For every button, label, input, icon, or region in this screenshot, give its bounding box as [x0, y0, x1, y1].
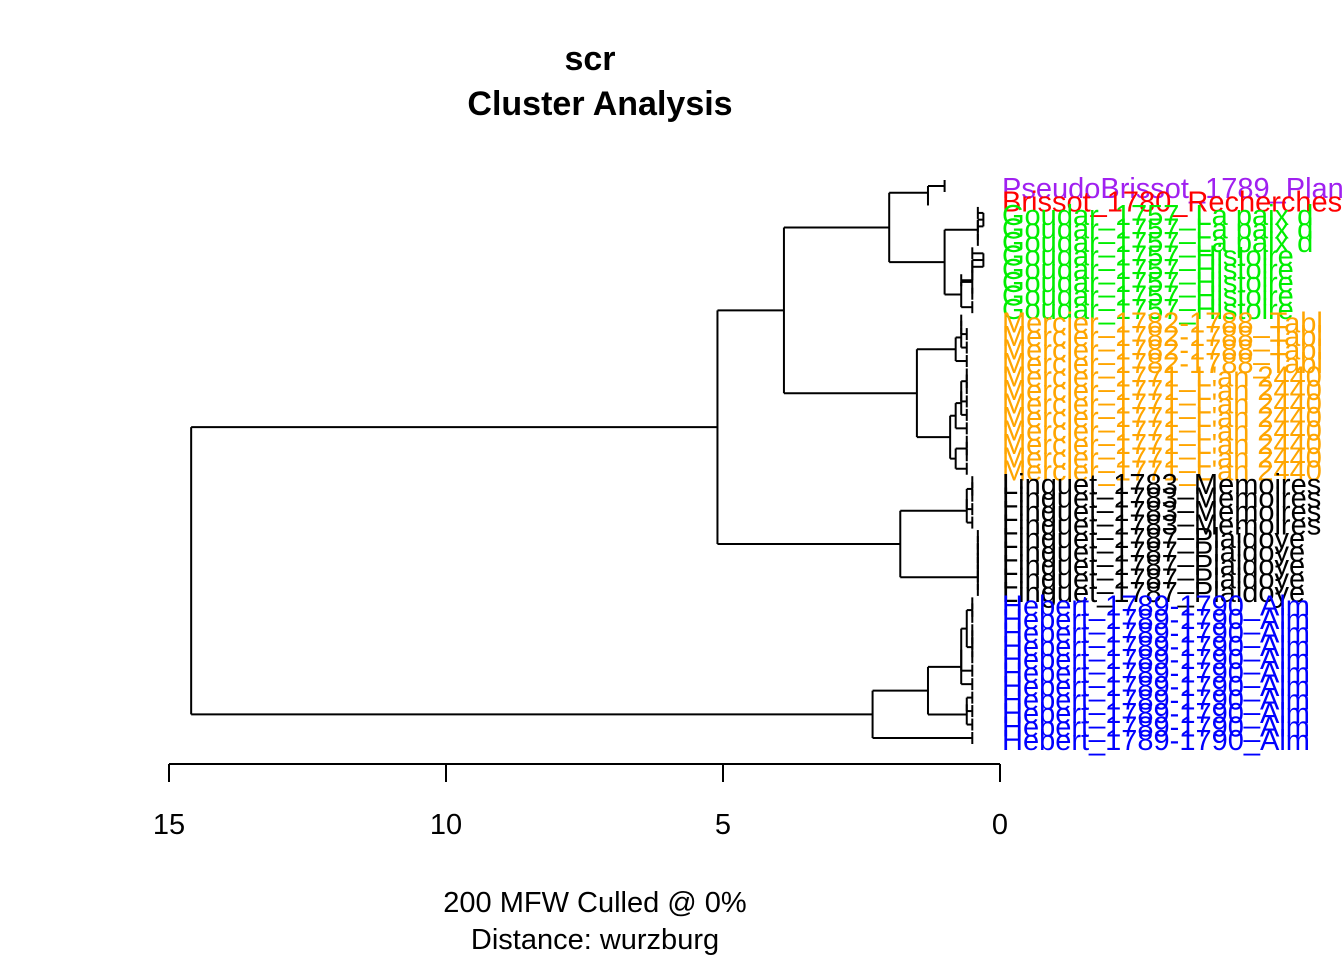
- leaf-label: Hebert_1789-1790_Alm: [1002, 631, 1310, 663]
- leaf-label: Mercier_1771_L'an 2440: [1002, 361, 1322, 393]
- leaf-label: Hebert_1789-1790_Alm: [1002, 644, 1310, 676]
- leaf-label: Goudar_1757_La paix d: [1002, 227, 1313, 259]
- leaf-label: Hebert_1789-1790_Alm: [1002, 698, 1310, 730]
- leaf-label: Hebert_1789-1790_Alm: [1002, 725, 1310, 757]
- leaf-label: Linguet_1783_Memoires: [1002, 483, 1321, 515]
- leaf-label: Hebert_1789-1790_Alm: [1002, 590, 1310, 622]
- leaf-label: Linguet_1787_Plaidoye: [1002, 523, 1305, 555]
- leaf-label: PseudoBrissot_1789_Plan: [1002, 173, 1344, 205]
- leaf-label: Mercier_1771_L'an 2440: [1002, 375, 1322, 407]
- axis-tick-label: 5: [715, 809, 731, 841]
- leaf-label: Mercier_1771_L'an 2440: [1002, 456, 1322, 488]
- leaf-label: Goudar_1757_Histoire: [1002, 281, 1294, 313]
- leaf-label: Goudar_1757_Histoire: [1002, 267, 1294, 299]
- leaf-label: Linguet_1787_Plaidoye: [1002, 577, 1305, 609]
- chart-subtitle: Cluster Analysis: [467, 85, 732, 123]
- leaf-label: Hebert_1789-1790_Alm: [1002, 604, 1310, 636]
- leaf-label: Goudar_1757_Histoire: [1002, 240, 1294, 272]
- leaf-label: Hebert_1789-1790_Alm: [1002, 685, 1310, 717]
- leaf-label: Hebert_1789-1790_Alm: [1002, 658, 1310, 690]
- footer-distance: Distance: wurzburg: [471, 924, 719, 956]
- leaf-label: Mercier_1771_L'an 2440: [1002, 402, 1322, 434]
- axis-tick-label: 10: [430, 809, 462, 841]
- leaf-label: Mercier_1771_L'an 2440: [1002, 442, 1322, 474]
- chart-title: scr: [564, 40, 615, 78]
- leaf-label: Goudar_1757_La paix d: [1002, 213, 1313, 245]
- leaf-label: Linguet_1787_Plaidoye: [1002, 537, 1305, 569]
- leaf-label: Mercier_1771_L'an 2440: [1002, 429, 1322, 461]
- leaf-label: Linguet_1787_Plaidoye: [1002, 563, 1305, 595]
- leaf-label: Linguet_1783_Memoires: [1002, 510, 1321, 542]
- axis-tick-label: 15: [153, 809, 185, 841]
- leaf-label: Mercier_1782-1788_Tabl: [1002, 308, 1323, 340]
- leaf-label: Linguet_1783_Memoires: [1002, 469, 1321, 501]
- leaf-label: Mercier_1771_L'an 2440: [1002, 415, 1322, 447]
- leaf-label: Hebert_1789-1790_Alm: [1002, 617, 1310, 649]
- leaf-label: Linguet_1783_Memoires: [1002, 496, 1321, 528]
- leaf-label: Linguet_1787_Plaidoye: [1002, 550, 1305, 582]
- leaf-label: Goudar_1757_Histoire: [1002, 294, 1294, 326]
- distance-axis: 15 10 5 0: [153, 763, 1008, 841]
- leaf-label: Goudar_1757_Histoire: [1002, 254, 1294, 286]
- footer-mfw: 200 MFW Culled @ 0%: [443, 887, 746, 919]
- leaf-label: Hebert_1789-1790_Alm: [1002, 671, 1310, 703]
- leaf-label: Brissot_1780_Recherches: [1002, 186, 1342, 218]
- axis-tick-label: 0: [992, 809, 1008, 841]
- dendrogram-branches: [190, 180, 985, 744]
- leaf-label: Hebert_1789-1790_Alm: [1002, 712, 1310, 744]
- leaf-label: Mercier_1782-1788_Tabl: [1002, 321, 1323, 353]
- leaf-label: Mercier_1782-1788_Tabl: [1002, 348, 1323, 380]
- leaf-label: Goudar_1757_La paix d: [1002, 200, 1313, 232]
- leaf-label: Mercier_1782-1788_Tabl: [1002, 335, 1323, 367]
- leaf-labels: PseudoBrissot_1789_PlanBrissot_1780_Rech…: [1002, 173, 1344, 757]
- leaf-label: Mercier_1771_L'an 2440: [1002, 388, 1322, 420]
